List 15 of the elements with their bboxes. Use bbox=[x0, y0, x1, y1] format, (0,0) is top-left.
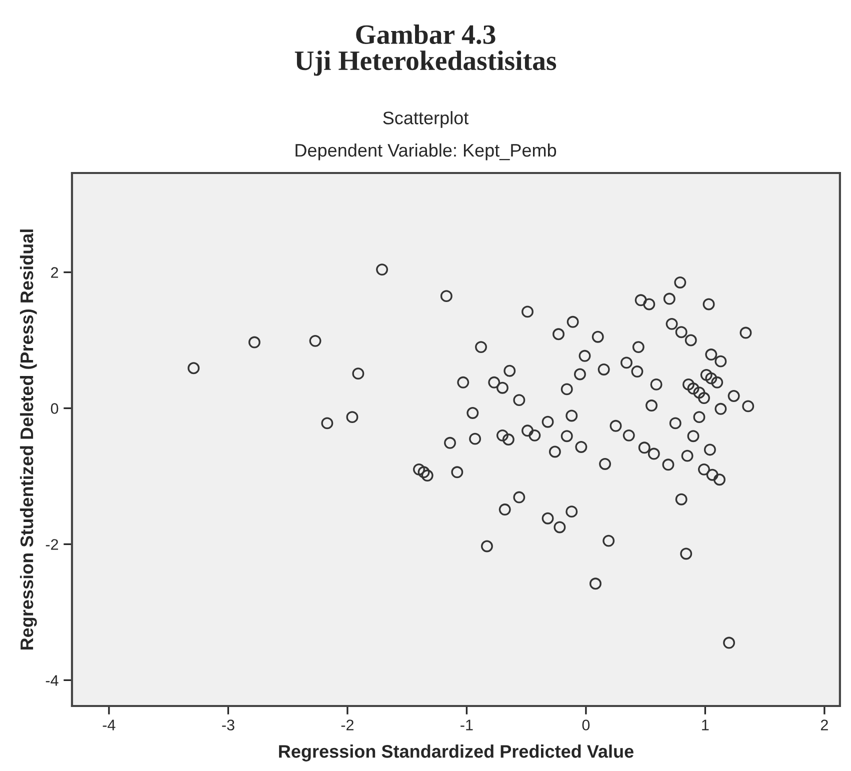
x-tick-label: -1 bbox=[460, 720, 473, 730]
chart-subtitle: Scatterplot Dependent Variable: Kept_Pemb bbox=[296, 111, 556, 160]
x-tick-label: 1 bbox=[702, 720, 709, 730]
x-tick-label: -4 bbox=[102, 720, 116, 730]
x-axis-title: Regression Standardized Predicted Value bbox=[279, 744, 634, 762]
x-tick-label: 2 bbox=[820, 720, 828, 730]
x-tick-label: -2 bbox=[341, 720, 354, 730]
y-axis-title: Regression Studentized Deleted (Press) Residual bbox=[20, 230, 37, 650]
chart-title: Gambar 4.3 Uji Heterokedastisitas bbox=[294, 24, 556, 76]
x-tick-label: 0 bbox=[582, 720, 590, 730]
y-tick-label: 0 bbox=[50, 403, 58, 414]
y-tick-label: -4 bbox=[46, 675, 58, 686]
y-tick-label: 2 bbox=[51, 267, 58, 278]
x-tick-label: -3 bbox=[222, 720, 234, 730]
y-tick-label: -2 bbox=[46, 539, 58, 550]
